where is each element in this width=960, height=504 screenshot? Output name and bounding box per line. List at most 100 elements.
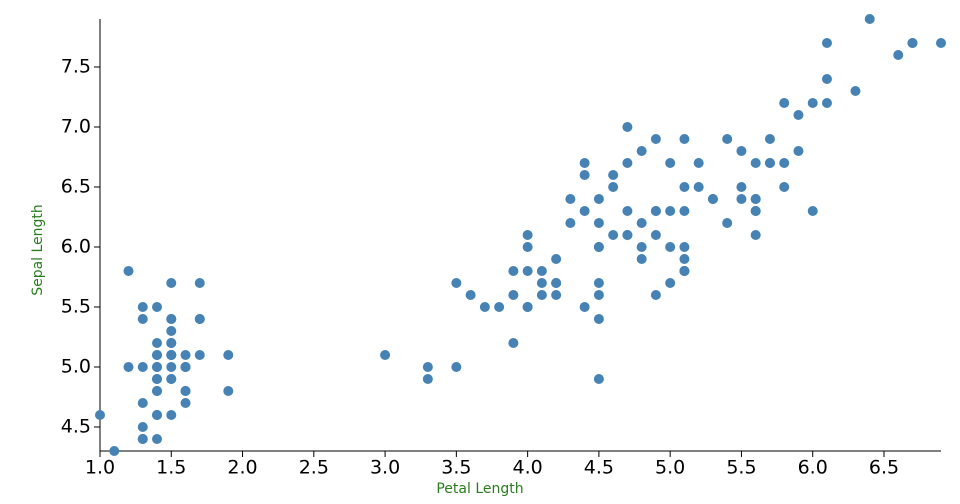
point [166,314,177,324]
point [166,326,177,336]
point [152,302,163,312]
point [665,206,676,216]
point [536,266,547,276]
point [750,194,761,204]
x-tick-label: 5.0 [655,457,685,479]
point [223,386,234,396]
point [194,278,205,288]
point [750,206,761,216]
point [779,158,790,168]
point [180,362,191,372]
point [522,230,533,240]
point [622,158,633,168]
point [764,158,775,168]
point [636,242,647,252]
point [665,278,676,288]
point [593,290,604,300]
point [451,362,462,372]
point [166,278,177,288]
point [608,230,619,240]
point [622,206,633,216]
point [137,398,148,408]
point [722,134,733,144]
point [166,374,177,384]
point [665,242,676,252]
y-tick-label: 6.5 [61,176,91,198]
point [422,374,433,384]
point [679,182,690,192]
point [807,206,818,216]
x-tick-label: 3.5 [441,457,471,479]
point [137,314,148,324]
point [764,134,775,144]
point [679,206,690,216]
point [807,98,818,108]
point [593,278,604,288]
point [180,350,191,360]
y-tick-label: 4.5 [61,416,91,438]
point [522,266,533,276]
y-tick-label: 6.0 [61,236,91,258]
point [821,38,832,48]
point [779,98,790,108]
x-tick-label: 2.5 [299,457,329,479]
point [693,158,704,168]
point [579,158,590,168]
point [622,122,633,132]
point [180,398,191,408]
point [551,254,562,264]
point [779,182,790,192]
point [479,302,490,312]
point [593,242,604,252]
point [693,182,704,192]
point [166,362,177,372]
point [494,302,505,312]
point [622,230,633,240]
point [565,218,576,228]
point [152,338,163,348]
point [722,218,733,228]
point [636,218,647,228]
point [223,350,234,360]
point [522,242,533,252]
point [508,290,519,300]
point [137,362,148,372]
point [821,98,832,108]
x-tick-label: 5.5 [726,457,756,479]
x-axis-label: Petal Length [436,481,523,497]
point [850,86,861,96]
point [707,194,718,204]
point [194,314,205,324]
point [665,158,676,168]
point [152,410,163,420]
point [593,374,604,384]
y-tick-label: 7.0 [61,116,91,138]
y-tick-label: 5.0 [61,356,91,378]
x-tick-label: 4.0 [513,457,543,479]
point [152,362,163,372]
point [593,218,604,228]
point [650,134,661,144]
point [736,182,747,192]
point [152,350,163,360]
point [166,338,177,348]
point [95,410,105,420]
point [137,422,148,432]
point [864,14,875,24]
x-tick-label: 6.5 [869,457,899,479]
point [508,338,519,348]
point [821,74,832,84]
x-tick-label: 2.0 [227,457,257,479]
point [536,290,547,300]
x-tick-label: 1.5 [156,457,186,479]
x-tick-label: 3.0 [370,457,400,479]
y-tick-label: 7.5 [61,56,91,78]
point [579,206,590,216]
point [123,266,134,276]
point [750,230,761,240]
point [579,170,590,180]
point [608,170,619,180]
y-axis-label: Sepal Length [30,204,46,296]
point [152,374,163,384]
